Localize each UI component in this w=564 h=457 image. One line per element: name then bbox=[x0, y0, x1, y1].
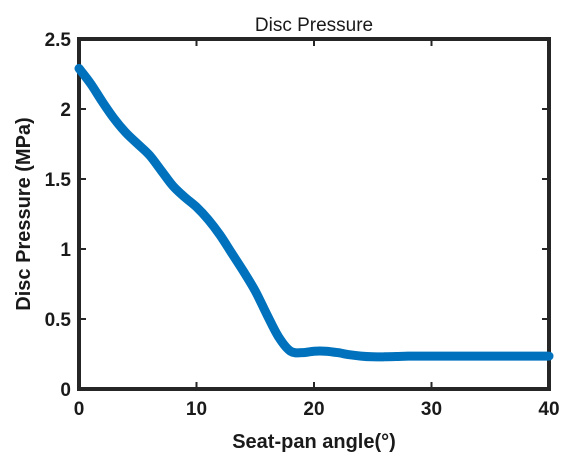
y-tick-label: 1.5 bbox=[45, 170, 72, 191]
y-tick-label: 1 bbox=[60, 240, 71, 261]
x-tick-label: 20 bbox=[303, 399, 324, 420]
x-axis-label: Seat-pan angle(°) bbox=[232, 431, 396, 453]
y-axis-label: Disc Pressure (MPa) bbox=[13, 117, 35, 310]
chart-title: Disc Pressure bbox=[255, 15, 373, 36]
y-tick-label: 0 bbox=[60, 380, 71, 401]
x-tick-label: 10 bbox=[186, 399, 207, 420]
x-tick-label: 0 bbox=[74, 399, 85, 420]
y-tick-label: 2.5 bbox=[45, 30, 72, 51]
plot-area: 0 10 20 30 40 0 0.5 1 1.5 2 2.5 bbox=[45, 30, 560, 420]
y-tick-label: 2 bbox=[60, 100, 71, 121]
series-line bbox=[74, 63, 554, 362]
x-tick-label: 30 bbox=[421, 399, 442, 420]
y-tick-label: 0.5 bbox=[45, 310, 72, 331]
x-tick-label: 40 bbox=[538, 399, 559, 420]
axes-box bbox=[77, 37, 551, 391]
